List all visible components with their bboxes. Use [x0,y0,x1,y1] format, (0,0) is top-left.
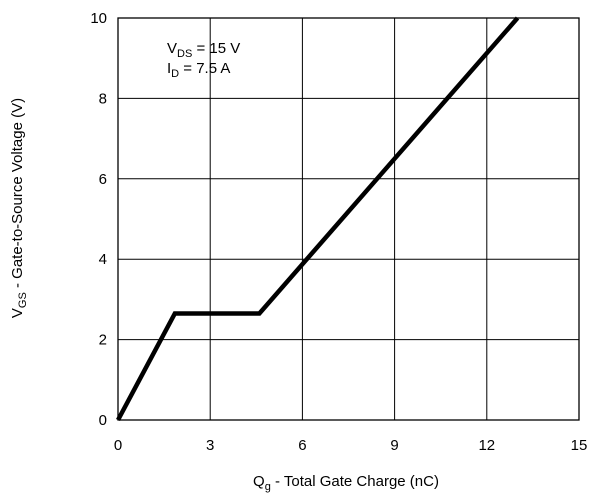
y-axis-label: VGS - Gate-to-Source Voltage (V) [9,98,29,318]
series-layer [116,16,520,422]
x-tick-label-4: 12 [478,437,495,454]
x-tick-label-1: 3 [206,437,214,454]
series-line-0 [116,16,520,422]
y-tick-label-2: 4 [99,251,107,268]
x-tick-label-3: 9 [390,437,398,454]
plot-frame [117,17,580,421]
x-axis-label: Qg - Total Gate Charge (nC) [253,473,439,493]
x-tick-label-5: 15 [571,437,588,454]
annotation-id: ID = 7.5 A [167,60,230,80]
annotation-vds: VDS = 15 V [167,40,240,60]
x-tick-labels: 0 3 6 9 12 15 [114,437,588,454]
y-tick-label-3: 6 [99,171,107,188]
x-tick-label-0: 0 [114,437,122,454]
x-tick-label-2: 6 [298,437,306,454]
y-tick-label-1: 2 [99,332,107,349]
y-tick-labels: 0 2 4 6 8 10 [90,10,107,429]
y-tick-label-4: 8 [99,90,107,107]
grid-lines [117,17,580,421]
y-tick-label-5: 10 [90,10,107,27]
y-tick-label-0: 0 [99,412,107,429]
